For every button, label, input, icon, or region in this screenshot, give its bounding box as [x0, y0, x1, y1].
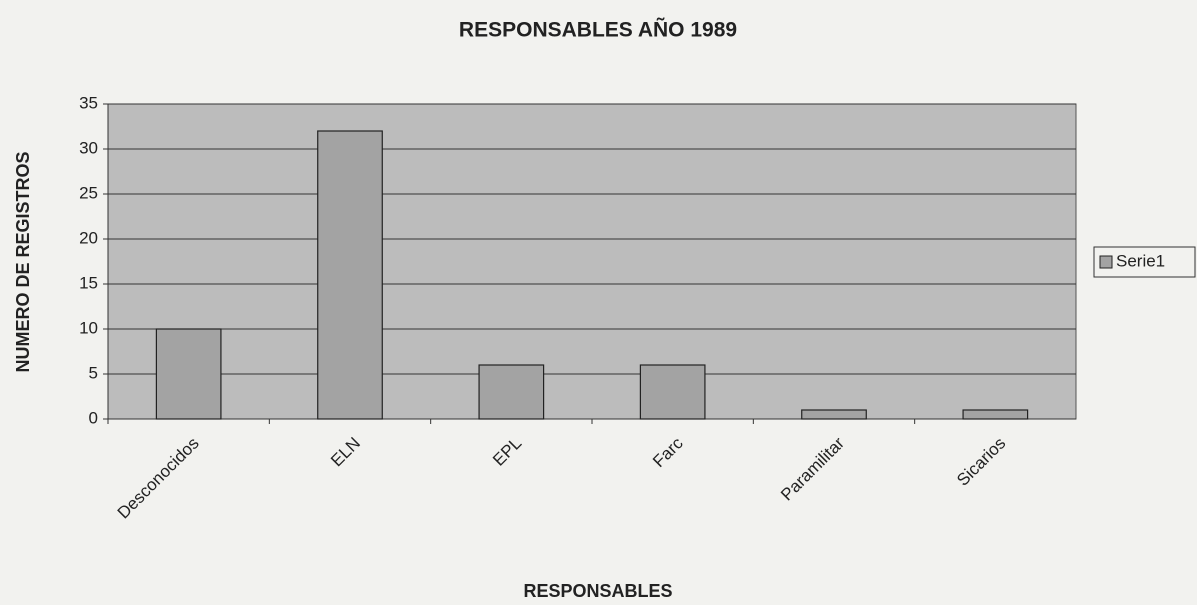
- bar: [155, 328, 222, 420]
- y-tick-label: 35: [79, 93, 98, 112]
- chart-title: RESPONSABLES AÑO 1989: [459, 19, 737, 42]
- y-tick-label: 0: [89, 408, 98, 427]
- y-axis-label: NUMERO DE REGISTROS: [13, 151, 33, 372]
- y-tick-label: 20: [79, 228, 98, 247]
- y-tick-label: 5: [89, 363, 98, 382]
- bar: [317, 130, 383, 420]
- y-tick-label: 25: [79, 183, 98, 202]
- bar: [962, 409, 1029, 420]
- y-tick-label: 15: [79, 273, 98, 292]
- legend-label: Serie1: [1116, 251, 1165, 270]
- plot-area: [107, 103, 1077, 420]
- y-tick-label: 30: [79, 138, 98, 157]
- bar: [478, 364, 545, 420]
- bar: [639, 364, 706, 420]
- x-axis-label: RESPONSABLES: [523, 581, 672, 601]
- legend-swatch: [1099, 255, 1113, 269]
- y-tick-label: 10: [79, 318, 98, 337]
- bar: [801, 409, 867, 420]
